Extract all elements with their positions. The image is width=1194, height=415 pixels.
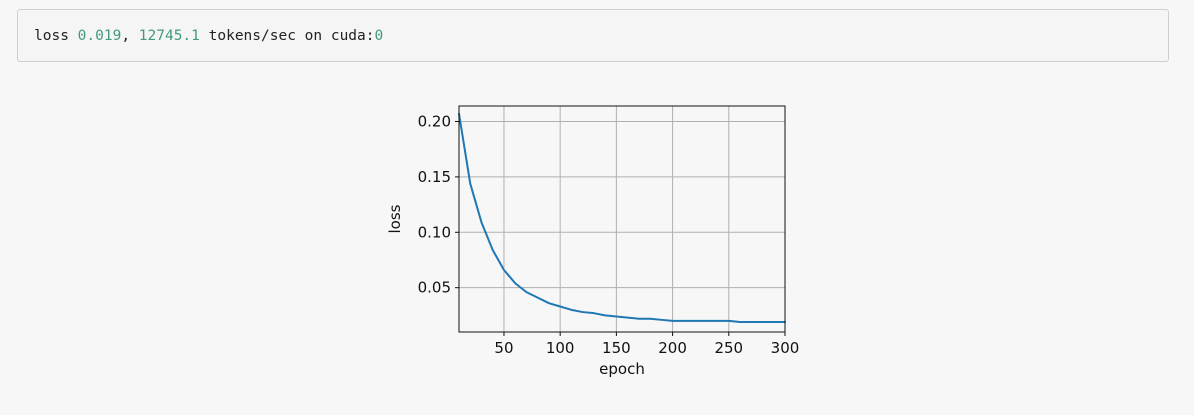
loss-label: loss <box>34 28 69 44</box>
x-axis-label: epoch <box>599 360 645 378</box>
y-axis-label: loss <box>386 204 404 233</box>
x-tick-label: 300 <box>771 339 800 357</box>
loss-series-line <box>458 112 786 324</box>
series-layer <box>458 112 786 324</box>
y-tick-label: 0.20 <box>418 113 451 131</box>
loss-chart: 50 100 150 200 250 300 0.05 0.10 0.15 0.20 epoch … <box>370 95 830 395</box>
comma: , <box>121 28 131 44</box>
y-tick-label: 0.10 <box>418 223 451 241</box>
x-tick-label: 50 <box>494 339 513 357</box>
plot-frame <box>458 105 786 333</box>
x-tick-label: 150 <box>602 339 631 357</box>
y-tick-label: 0.05 <box>418 279 451 297</box>
training-output-text: loss 0.019, 12745.1 tokens/sec on cuda:0 <box>17 9 1169 62</box>
speed-suffix: tokens/sec on cuda: <box>208 28 375 44</box>
y-tick-label: 0.15 <box>418 168 451 186</box>
x-tick-label: 200 <box>658 339 687 357</box>
x-tick-label: 250 <box>714 339 743 357</box>
x-tick-label: 100 <box>546 339 575 357</box>
speed-value: 12745.1 <box>138 28 200 44</box>
device-index: 0 <box>374 28 384 44</box>
grid-layer <box>459 106 786 332</box>
tick-layer: 50 100 150 200 250 300 0.05 0.10 0.15 0.20 <box>418 113 800 357</box>
loss-value: 0.019 <box>77 28 122 44</box>
